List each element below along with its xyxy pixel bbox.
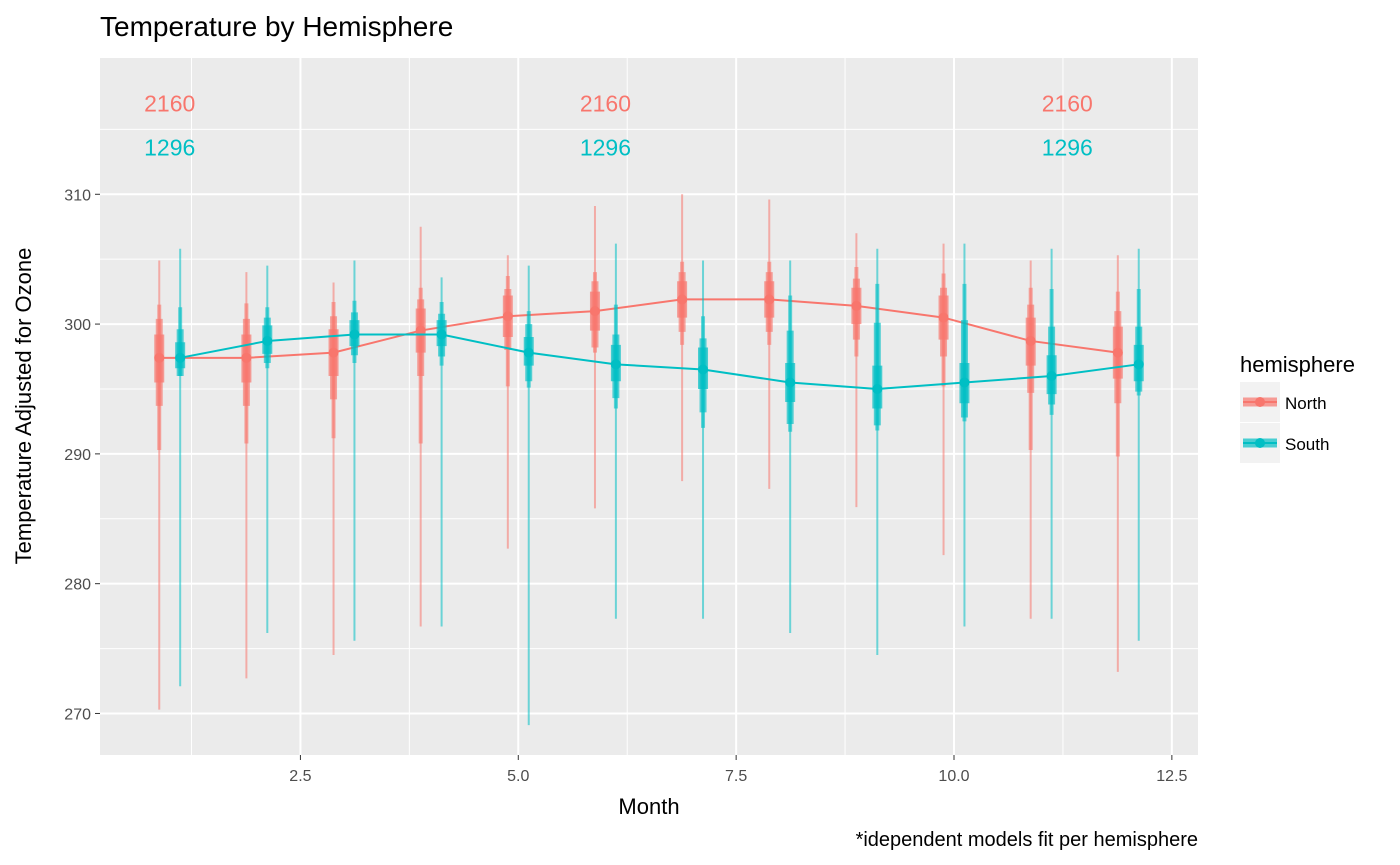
count-label-north: 2160 <box>1042 90 1093 116</box>
mean-point <box>1046 370 1057 381</box>
count-label-north: 2160 <box>580 90 631 116</box>
x-tick-label: 7.5 <box>725 768 747 785</box>
count-label-south: 1296 <box>580 135 631 161</box>
mean-point <box>436 329 447 340</box>
mean-point <box>851 300 862 311</box>
series-line <box>179 333 1139 390</box>
x-tick-label: 5.0 <box>507 768 529 785</box>
legend-label-north: North <box>1285 394 1327 413</box>
mean-point <box>1025 335 1036 346</box>
grid-lines <box>100 58 1198 755</box>
mean-point <box>175 352 186 363</box>
y-tick-label: 300 <box>64 317 91 334</box>
mean-point <box>938 312 949 323</box>
mean-point <box>785 377 796 388</box>
mean-point <box>1133 359 1144 370</box>
count-label-south: 1296 <box>144 135 195 161</box>
mean-point <box>415 325 426 336</box>
series-south <box>175 243 1144 726</box>
count-labels: 2160 1296 2160 1296 2160 1296 <box>144 90 1093 160</box>
chart-title: Temperature by Hemisphere <box>100 11 453 42</box>
legend-key-point <box>1255 438 1265 448</box>
mean-point <box>677 294 688 305</box>
y-tick-label: 310 <box>64 187 91 204</box>
y-tick-label: 290 <box>64 447 91 464</box>
count-label-south: 1296 <box>1042 135 1093 161</box>
mean-point <box>610 359 621 370</box>
mean-point <box>349 329 360 340</box>
x-tick-label: 2.5 <box>289 768 311 785</box>
x-axis: 2.5 5.0 7.5 10.0 12.5 <box>289 755 1188 785</box>
legend: hemisphere North South <box>1240 352 1355 463</box>
x-axis-label: Month <box>618 794 679 819</box>
mean-point <box>589 306 600 317</box>
legend-title: hemisphere <box>1240 352 1355 377</box>
mean-point <box>523 347 534 358</box>
mean-point <box>959 377 970 388</box>
mean-point <box>241 352 252 363</box>
y-axis-label: Temperature Adjusted for Ozone <box>11 248 36 565</box>
mean-point <box>764 294 775 305</box>
mean-point <box>328 347 339 358</box>
mean-point <box>872 383 883 394</box>
series-layer <box>154 194 1144 726</box>
y-axis: 270 280 290 300 310 <box>64 187 100 723</box>
y-tick-label: 280 <box>64 577 91 594</box>
plot-panel <box>100 58 1198 755</box>
y-tick-label: 270 <box>64 706 91 723</box>
x-tick-label: 10.0 <box>938 768 969 785</box>
chart-caption: *idependent models fit per hemisphere <box>856 829 1198 851</box>
mean-point <box>698 364 709 375</box>
series-line <box>159 298 1118 359</box>
mean-point <box>154 352 165 363</box>
legend-label-south: South <box>1285 435 1329 454</box>
x-tick-label: 12.5 <box>1156 768 1187 785</box>
mean-point <box>262 335 273 346</box>
mean-point <box>502 311 513 322</box>
mean-point <box>1112 347 1123 358</box>
legend-key-point <box>1255 397 1265 407</box>
count-label-north: 2160 <box>144 90 195 116</box>
series-north <box>154 194 1123 710</box>
